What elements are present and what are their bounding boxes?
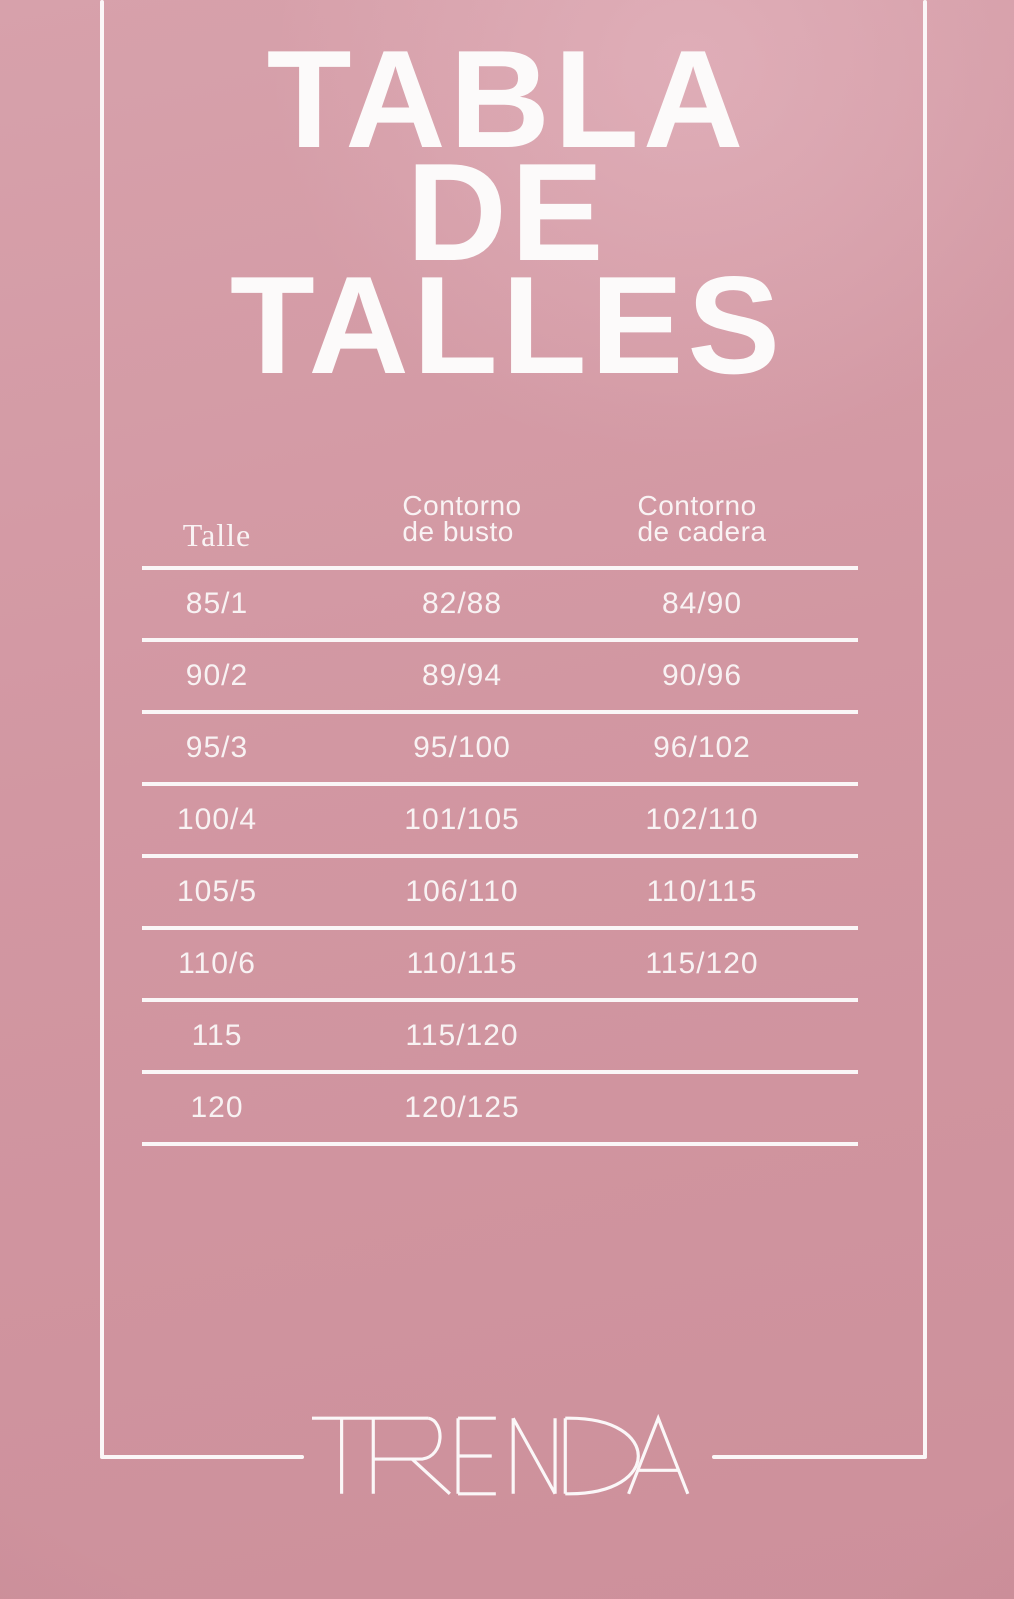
cell-busto: 120/125 — [404, 1091, 520, 1124]
frame-border-right — [923, 0, 927, 1457]
table-row: 100/4 101/105 102/110 — [142, 786, 858, 858]
cell-busto: 95/100 — [413, 731, 511, 764]
column-header-talle: Talle — [182, 517, 252, 553]
column-header-busto: Contorno de busto — [402, 490, 522, 547]
cell-busto: 101/105 — [404, 803, 520, 836]
table-row: 95/3 95/100 96/102 — [142, 714, 858, 786]
cell-talle: 95/3 — [185, 731, 249, 764]
table-row: 110/6 110/115 115/120 — [142, 930, 858, 1002]
cell-talle: 90/2 — [185, 659, 249, 692]
column-header-cadera: Contorno de cadera — [637, 490, 767, 547]
table-row: 120 120/125 — [142, 1074, 858, 1146]
trenda-logo-graphic — [312, 1413, 690, 1496]
cell-cadera: 96/102 — [653, 731, 751, 764]
table-row: 90/2 89/94 90/96 — [142, 642, 858, 714]
trenda-logo — [312, 1412, 696, 1500]
cell-cadera: 115/120 — [645, 947, 759, 980]
page-title: TABLA DE TALLES — [0, 22, 1014, 403]
cell-busto: 82/88 — [421, 587, 503, 620]
table-header-row: Talle Contorno de busto Contorno de cade… — [142, 472, 858, 570]
cell-talle: 100/4 — [176, 803, 258, 836]
page-title-line: TABLA — [266, 22, 748, 177]
cell-busto: 106/110 — [405, 875, 519, 908]
cell-cadera: 102/110 — [645, 803, 759, 836]
cell-talle: 110/6 — [178, 947, 256, 980]
frame-border-bottom-right — [712, 1455, 927, 1459]
cell-cadera: 84/90 — [661, 587, 743, 620]
cell-busto: 110/115 — [406, 947, 518, 980]
table-row: 105/5 106/110 110/115 — [142, 858, 858, 930]
cell-talle: 105/5 — [176, 875, 258, 908]
cell-talle: 120 — [190, 1091, 244, 1124]
cell-busto: 89/94 — [421, 659, 503, 692]
cell-talle: 115 — [191, 1019, 243, 1052]
frame-border-left — [100, 0, 104, 1457]
frame-border-bottom-left — [100, 1455, 304, 1459]
table-row: 115 115/120 — [142, 1002, 858, 1074]
cell-talle: 85/1 — [185, 587, 249, 620]
cell-cadera: 110/115 — [646, 875, 758, 908]
cell-busto: 115/120 — [405, 1019, 519, 1052]
cell-cadera: 90/96 — [661, 659, 743, 692]
size-table: Talle Contorno de busto Contorno de cade… — [142, 472, 858, 1146]
page-title-line: TALLES — [229, 248, 785, 403]
page-title-line: DE — [406, 135, 608, 290]
table-row: 85/1 82/88 84/90 — [142, 570, 858, 642]
